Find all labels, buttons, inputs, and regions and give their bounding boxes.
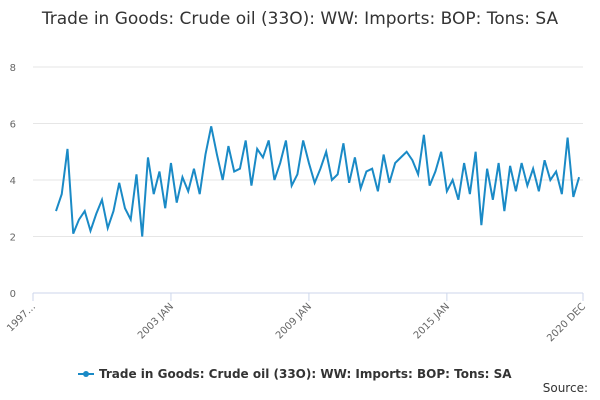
x-tick-label: 2003 JAN — [136, 301, 176, 341]
y-tick-label: 2 — [10, 233, 16, 244]
legend-marker — [83, 371, 89, 377]
y-tick-label: 6 — [10, 120, 16, 131]
chart-title: Trade in Goods: Crude oil (33O): WW: Imp… — [41, 9, 559, 29]
x-tick-label: 2009 JAN — [274, 301, 314, 341]
x-tick-label: 2015 JAN — [412, 301, 452, 341]
x-tick-label: 2020 DEC — [545, 301, 588, 344]
y-tick-label: 0 — [10, 289, 16, 300]
y-tick-label: 8 — [10, 63, 16, 74]
legend: Trade in Goods: Crude oil (33O): WW: Imp… — [78, 367, 512, 381]
source: Source: — [543, 381, 588, 395]
x-tick-label: 1997… — [5, 301, 38, 334]
data-line — [55, 126, 581, 237]
legend-label: Trade in Goods: Crude oil (33O): WW: Imp… — [99, 367, 512, 381]
y-tick-label: 4 — [10, 176, 16, 187]
